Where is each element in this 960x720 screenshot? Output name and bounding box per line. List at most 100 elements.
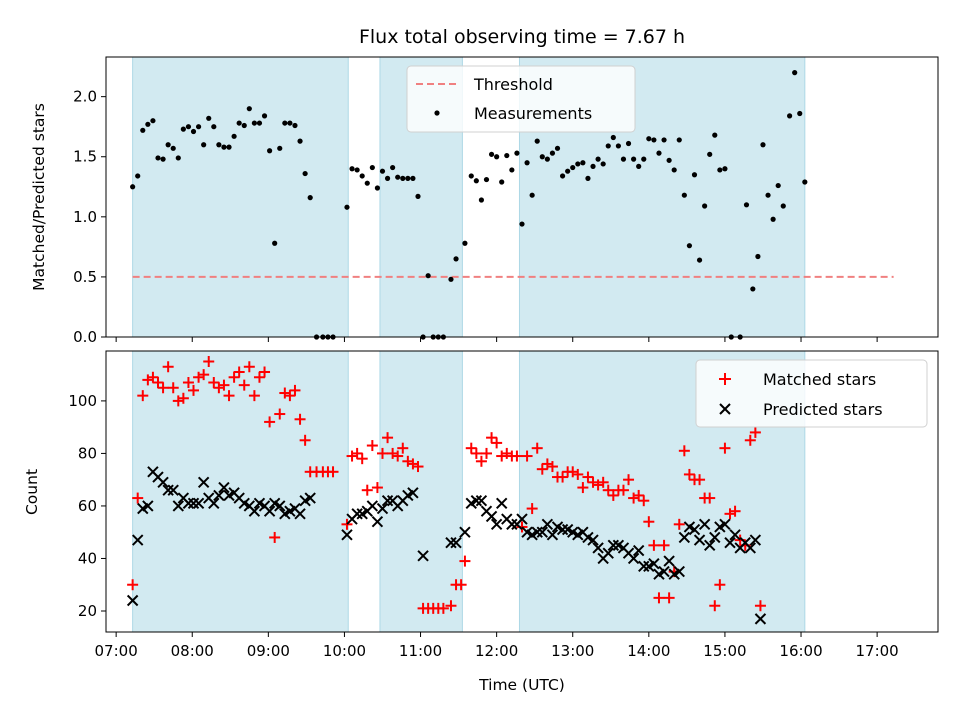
predicted-star-point [208,497,220,510]
y-tick-label: 0.0 [73,328,97,346]
x-tick-label: 14:00 [627,642,670,660]
predicted-star-point [213,489,225,502]
measurement-point [666,157,672,163]
matched-star-point [531,442,543,454]
predicted-star-point [698,518,711,531]
y-tick-label: 100 [68,392,97,410]
measurement-point [453,256,459,262]
measurement-point [514,150,520,156]
measurement-point [473,178,479,184]
predicted-star-point [485,510,498,523]
y-tick-label: 80 [78,444,97,462]
x-tick-label: 12:00 [475,642,518,660]
measurement-point [631,156,637,162]
matched-star-point [351,447,363,459]
measurement-point [287,120,293,126]
predicted-star-point [459,526,471,538]
predicted-star-point [704,539,716,552]
panel-count: 20 40 60 80 100 07:00 08:00 09:00 10:00 11:00 12:… [23,350,939,694]
predicted-star-point [541,518,554,531]
matched-star-point [392,450,404,462]
matched-star-point [177,392,189,404]
legend-predicted-label: Predicted stars [763,400,883,419]
measurement-point [775,182,781,189]
predicted-star-point [376,502,389,515]
bottom-axes-frame [105,350,939,633]
measurement-point [681,192,687,198]
matched-star-point [536,463,548,475]
matched-star-point [188,384,200,396]
measurement-point [292,122,298,129]
measurement-point [755,253,761,260]
matched-star-point [341,518,353,530]
matched-star-point [607,489,619,501]
measurement-point [150,118,156,124]
measurement-point [410,175,416,181]
predicted-star-point [627,552,640,565]
predicted-star-point [602,547,614,559]
predicted-star-point [693,534,706,546]
predicted-star-point [546,529,559,541]
matched-star-point [633,489,645,501]
measurement-point [494,154,500,160]
measurement-point [605,143,611,149]
measurement-point [575,161,581,167]
predicted-star-point [407,487,419,499]
measurement-point [765,192,771,198]
y-tick-label: 0.5 [73,268,97,286]
matched-star-point [486,432,498,444]
bottom-y-ticks: 20 40 60 80 100 [68,392,106,620]
matched-star-point [382,432,394,444]
matched-star-point [437,602,449,614]
measurement-point [570,164,576,171]
matched-star-point [198,369,210,381]
measurement-point [302,170,308,177]
chart-title: Flux total observing time = 7.67 h [359,26,685,48]
matched-star-point [749,426,761,438]
predicted-star-point [417,550,429,562]
matched-star-point [264,416,276,428]
measurement-point [282,120,288,126]
legend-measurements-swatch [434,110,440,116]
measurement-point [620,156,627,162]
y-tick-label: 1.0 [73,208,97,226]
measurement-point [246,106,252,112]
matched-star-point [223,390,235,402]
measurement-point [636,163,642,169]
measurement-point [185,124,192,130]
predicted-star-point [724,537,736,549]
measurement-point [165,142,171,148]
matched-star-point [172,395,184,407]
matched-star-point [167,382,179,394]
observing-windows-bottom [132,350,806,633]
matched-star-point [496,450,508,462]
measurement-point [722,166,728,172]
matched-star-point [597,476,609,488]
matched-star-point [623,474,635,486]
x-tick-label: 11:00 [399,642,442,660]
matched-star-point [228,371,240,383]
matched-star-point [557,471,569,483]
predicted-star-point [536,526,548,538]
legend-measurements-label: Measurements [474,104,592,123]
measurement-point [651,137,657,143]
matched-star-point [729,505,741,517]
measurement-point [195,124,202,130]
matched-star-point [248,390,260,402]
matched-star-point [259,366,271,378]
measurement-point [615,143,621,149]
y-tick-label: 1.5 [73,148,97,166]
predicted-star-point [351,508,363,520]
matched-star-point [157,382,169,394]
predicted-star-point [648,558,660,570]
matched-star-point [387,447,399,459]
matched-star-point [152,377,164,389]
predicted-star-point [470,494,483,507]
measurement-point [405,175,411,181]
measurement-point [539,154,545,160]
observing-window-band [132,350,349,633]
measurement-point [529,192,535,198]
measurement-point [206,115,212,121]
measurement-point [364,180,370,186]
measurement-point [625,140,632,147]
